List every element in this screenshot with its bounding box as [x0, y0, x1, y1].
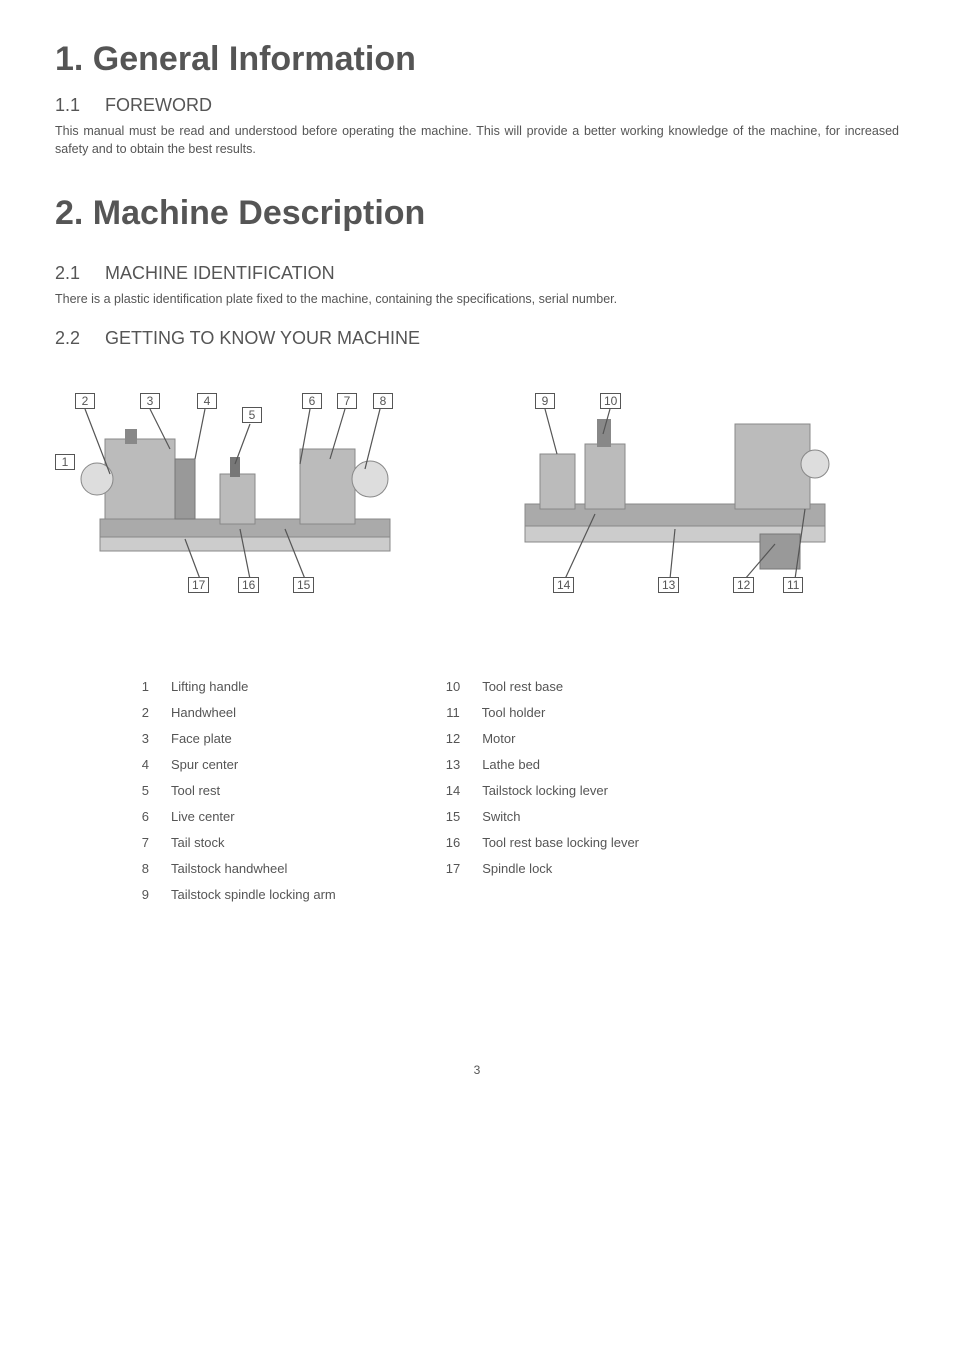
list-item: 17Spindle lock	[446, 861, 639, 876]
section1-p1: This manual must be read and understood …	[55, 122, 899, 158]
list-item: 6Live center	[135, 809, 336, 824]
callout-3: 3	[140, 393, 160, 409]
list-item: 14Tailstock locking lever	[446, 783, 639, 798]
list-item: 1Lifting handle	[135, 679, 336, 694]
list-item: 16Tool rest base locking lever	[446, 835, 639, 850]
diagram-1-svg	[55, 379, 415, 599]
section1-sub1-title: FOREWORD	[105, 95, 212, 116]
callout-11: 11	[783, 577, 803, 593]
list-item: 11Tool holder	[446, 705, 639, 720]
diagram-2: 9 10 14 13 12 11	[485, 379, 845, 599]
callout-4: 4	[197, 393, 217, 409]
callout-17: 17	[188, 577, 209, 593]
list-item: 9Tailstock spindle locking arm	[135, 887, 336, 902]
section1-heading: 1. General Information	[55, 40, 899, 79]
list-item: 3Face plate	[135, 731, 336, 746]
diagram-2-svg	[485, 379, 845, 599]
diagrams-row: 1 2 3 4 5 6 7 8 17 16 15	[55, 379, 899, 599]
callout-8: 8	[373, 393, 393, 409]
section1-sub1-num: 1.1	[55, 95, 85, 116]
list-item: 2Handwheel	[135, 705, 336, 720]
section2-heading: 2. Machine Description	[55, 194, 899, 233]
section2-sub1-num: 2.1	[55, 263, 85, 284]
list-item: 5Tool rest	[135, 783, 336, 798]
section2-sub2: 2.2 GETTING TO KNOW YOUR MACHINE	[55, 328, 899, 349]
callout-12: 12	[733, 577, 754, 593]
list-item: 4Spur center	[135, 757, 336, 772]
diagram-1: 1 2 3 4 5 6 7 8 17 16 15	[55, 379, 415, 599]
parts-lists: 1Lifting handle 2Handwheel 3Face plate 4…	[135, 679, 899, 913]
list-item: 7Tail stock	[135, 835, 336, 850]
section2-p1: There is a plastic identification plate …	[55, 290, 899, 308]
callout-6: 6	[302, 393, 322, 409]
section2-sub1: 2.1 MACHINE IDENTIFICATION	[55, 263, 899, 284]
callout-10: 10	[600, 393, 621, 409]
page-number: 3	[55, 1063, 899, 1077]
section2-sub1-title: MACHINE IDENTIFICATION	[105, 263, 335, 284]
callout-2: 2	[75, 393, 95, 409]
callout-9: 9	[535, 393, 555, 409]
list-item: 12Motor	[446, 731, 639, 746]
list-item: 13Lathe bed	[446, 757, 639, 772]
section2-sub2-title: GETTING TO KNOW YOUR MACHINE	[105, 328, 420, 349]
callout-5: 5	[242, 407, 262, 423]
parts-col-left: 1Lifting handle 2Handwheel 3Face plate 4…	[135, 679, 336, 913]
callout-13: 13	[658, 577, 679, 593]
section1-sub1: 1.1 FOREWORD	[55, 95, 899, 116]
section2-sub2-num: 2.2	[55, 328, 85, 349]
list-item: 15Switch	[446, 809, 639, 824]
callout-16: 16	[238, 577, 259, 593]
callout-7: 7	[337, 393, 357, 409]
callout-1: 1	[55, 454, 75, 470]
callout-15: 15	[293, 577, 314, 593]
list-item: 10Tool rest base	[446, 679, 639, 694]
list-item: 8Tailstock handwheel	[135, 861, 336, 876]
callout-14: 14	[553, 577, 574, 593]
parts-col-right: 10Tool rest base 11Tool holder 12Motor 1…	[446, 679, 639, 913]
